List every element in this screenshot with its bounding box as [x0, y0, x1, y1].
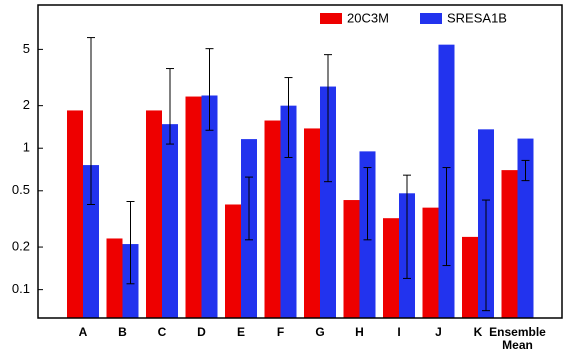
- y-tick-label: 0.2: [12, 238, 30, 253]
- y-tick-label: 0.5: [12, 182, 30, 197]
- x-tick-label: I: [397, 325, 401, 339]
- bar: [422, 207, 439, 318]
- bar: [264, 120, 281, 318]
- y-tick-label: 5: [23, 41, 30, 56]
- bar: [501, 170, 518, 318]
- bar: [146, 110, 162, 318]
- x-tick-label: J: [435, 325, 442, 339]
- x-tick-label: Ensemble Mean: [489, 325, 546, 352]
- bar: [162, 124, 178, 318]
- x-tick-label: F: [276, 325, 285, 339]
- x-tick-label: K: [473, 325, 483, 339]
- y-tick-label: 0.1: [12, 281, 30, 296]
- legend-label: SRESA1B: [447, 10, 507, 25]
- x-tick-label: H: [355, 325, 364, 339]
- bar: [343, 200, 360, 318]
- x-tick-label: D: [197, 325, 206, 339]
- bar: [462, 236, 478, 318]
- bar: [383, 218, 399, 318]
- bar: [83, 165, 99, 318]
- bar: [185, 96, 202, 318]
- y-tick-label: 2: [23, 97, 30, 112]
- bar: [225, 204, 241, 318]
- legend-swatch: [420, 13, 442, 24]
- legend-swatch: [320, 13, 342, 24]
- bar: [201, 95, 218, 318]
- bar: [517, 138, 534, 318]
- plot-frame: [37, 4, 563, 319]
- x-tick-label: A: [78, 325, 88, 339]
- x-tick-label: C: [157, 325, 167, 339]
- x-tick-label: B: [118, 325, 127, 339]
- bar: [304, 128, 320, 318]
- legend-label: 20C3M: [347, 10, 389, 25]
- x-tick-label: G: [315, 325, 325, 339]
- bar: [106, 238, 123, 318]
- bar: [280, 105, 297, 318]
- bar: [67, 110, 83, 318]
- x-tick-label: E: [236, 325, 245, 339]
- bar: [320, 86, 336, 318]
- y-tick-label: 1: [23, 140, 30, 155]
